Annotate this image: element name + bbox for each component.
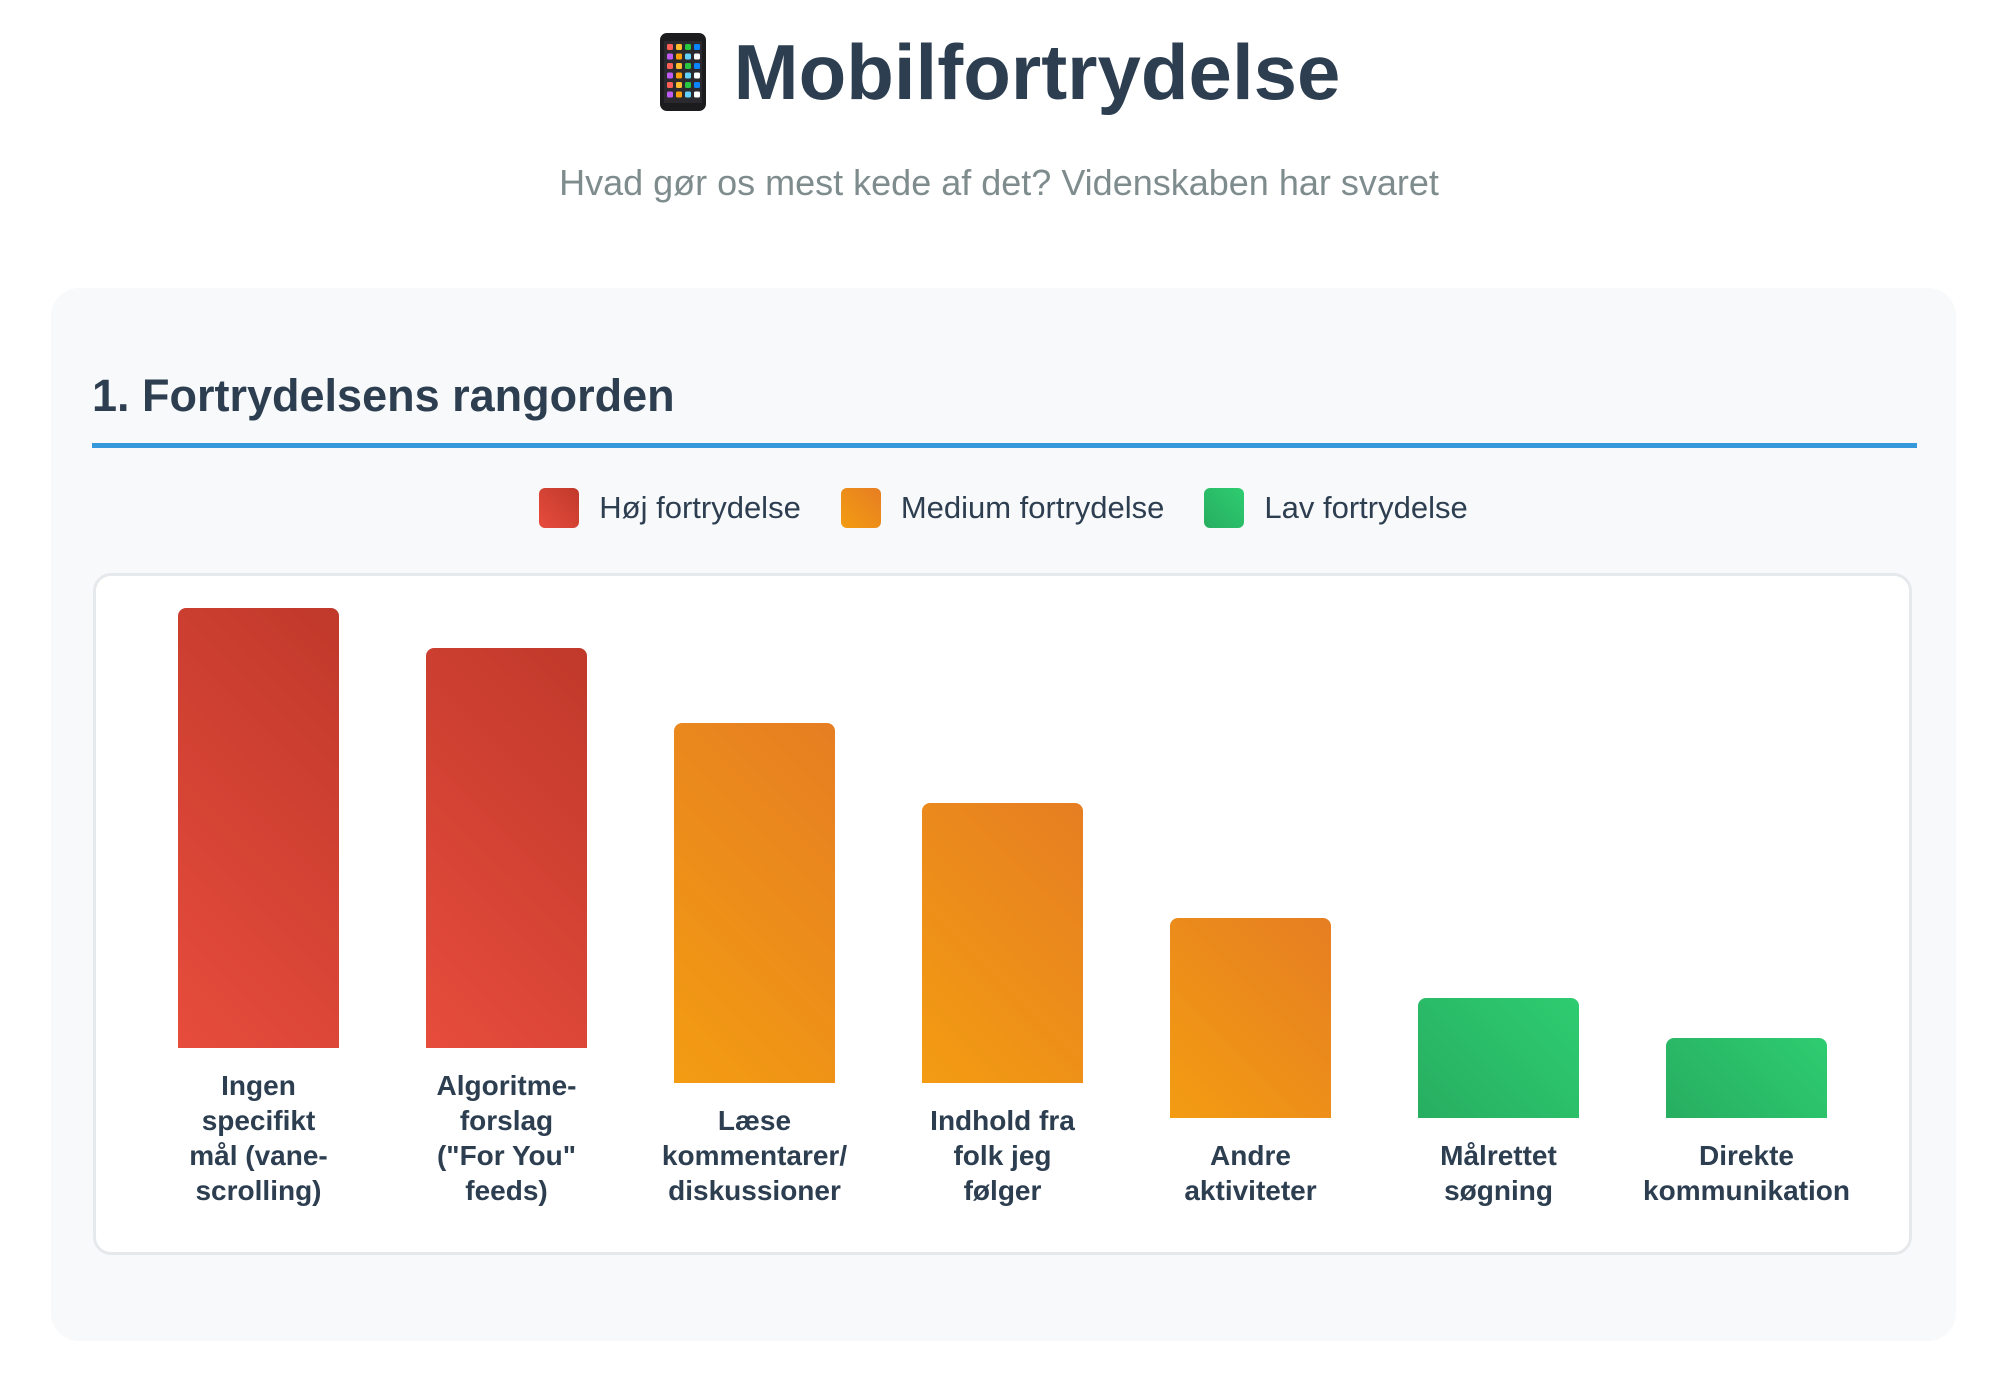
subtitle: Hvad gør os mest kede af det? Videnskabe… (559, 162, 1439, 203)
bar-column: Indhold fra folk jeg følger (922, 803, 1083, 1208)
section-heading: 1. Fortrydelsens rangorden (92, 370, 675, 421)
title-text: Mobilfortrydelse (733, 28, 1341, 116)
bar-label: Målrettet søgning (1440, 1140, 1557, 1206)
header: Mobilfortrydelse (0, 22, 1998, 122)
chart-card: 1. Fortrydelsens rangorden Høj fortrydel… (51, 288, 1956, 1341)
bar-medium (674, 723, 835, 1083)
legend-label: Høj fortrydelse (599, 490, 801, 525)
bar-high (178, 608, 339, 1048)
bar-label: Indhold fra folk jeg følger (930, 1105, 1075, 1206)
bar-columns: Ingen specifikt mål (vane-scrolling) Algo… (96, 608, 1909, 1208)
legend-swatch-medium (840, 488, 881, 528)
bar-chart: Ingen specifikt mål (vane-scrolling) Algo… (93, 573, 1912, 1255)
bar-column: Direkte kommunikation (1643, 1038, 1850, 1208)
bar-column: Målrettet søgning (1418, 998, 1579, 1208)
bar-column: Læse kommentarer/ diskussioner (662, 723, 847, 1208)
bar-label: Direkte kommunikation (1643, 1140, 1850, 1206)
bar-medium (1170, 918, 1331, 1118)
mobile-phone-icon (659, 33, 706, 111)
bar-low (1418, 998, 1579, 1118)
legend-item-medium: Medium fortrydelse (840, 488, 1165, 528)
bar-medium (922, 803, 1083, 1083)
bar-column: Ingen specifikt mål (vane-scrolling) (178, 608, 339, 1208)
bar-label: Algoritme-forslag ("For You" feeds) (436, 1070, 577, 1206)
bar-label: Læse kommentarer/ diskussioner (661, 1105, 848, 1206)
bar-label: Andre aktiviteter (1184, 1140, 1317, 1206)
bar-label: Ingen specifikt mål (vane-scrolling) (189, 1070, 328, 1206)
page-title: Mobilfortrydelse (658, 22, 1341, 122)
heading-divider (92, 443, 1917, 448)
legend-item-high: Høj fortrydelse (539, 488, 801, 528)
legend-item-low: Lav fortrydelse (1204, 488, 1468, 528)
bar-column: Algoritme-forslag ("For You" feeds) (426, 648, 587, 1208)
legend-label: Lav fortrydelse (1264, 490, 1468, 525)
legend-label: Medium fortrydelse (900, 490, 1165, 525)
bar-column: Andre aktiviteter (1170, 918, 1331, 1208)
legend-swatch-high (539, 488, 580, 528)
bar-high (426, 648, 587, 1048)
bar-low (1666, 1038, 1827, 1118)
legend: Høj fortrydelse Medium fortrydelse Lav f… (51, 488, 1956, 528)
legend-swatch-low (1204, 488, 1245, 528)
